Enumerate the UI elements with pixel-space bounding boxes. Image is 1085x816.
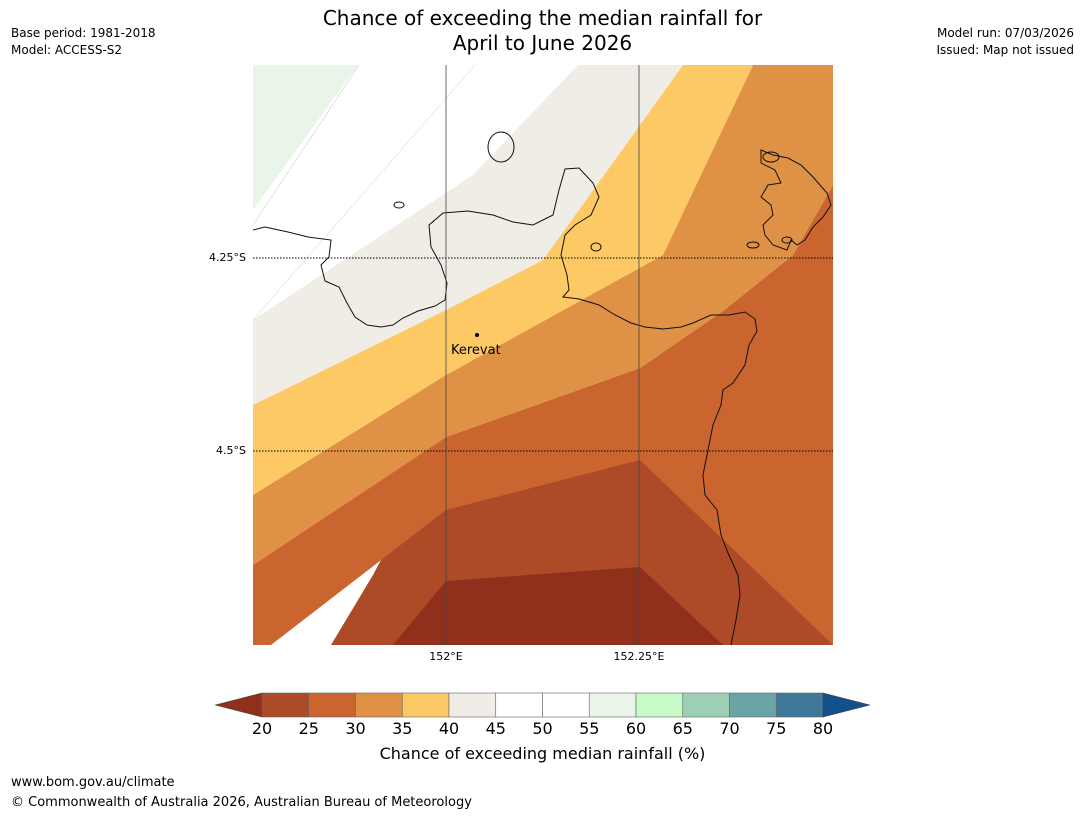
- kerevat-marker: [475, 333, 479, 337]
- map-title-line1: Chance of exceeding the median rainfall …: [322, 6, 763, 30]
- coastline-islet-4: [746, 241, 760, 249]
- map-title: Chance of exceeding the median rainfall …: [0, 6, 1085, 56]
- colorbar-cell-40-45: [448, 692, 497, 718]
- colorbar-cell-60-65: [635, 692, 684, 718]
- meta-right: Model run: 07/03/2026 Issued: Map not is…: [936, 25, 1074, 59]
- colorbar-tick-75: 75: [766, 719, 787, 738]
- colorbar-over-arrow: [822, 692, 871, 718]
- colorbar-cell-50-55: [542, 692, 590, 718]
- colorbar-cell-65-70: [682, 692, 730, 718]
- contour-faint-2: [253, 65, 476, 321]
- colorbar-tick-55: 55: [579, 719, 600, 738]
- band-35-40: [253, 65, 753, 495]
- map-title-line2: April to June 2026: [452, 31, 633, 55]
- colorbar-tick-60: 60: [625, 719, 647, 738]
- band-55-60: [253, 65, 358, 210]
- band-40-45: [253, 65, 683, 405]
- coastline-gazelle-peninsula: [253, 167, 758, 645]
- lat-label-4-25s: 4.25°S: [209, 251, 246, 264]
- colorbar-tick-45: 45: [485, 719, 506, 738]
- band-25-30: [253, 185, 833, 645]
- issued-text: Issued: Map not issued: [936, 43, 1074, 57]
- colorbar-cell-30-35: [355, 692, 403, 718]
- colorbar-tick-35: 35: [392, 719, 413, 738]
- rainfall-map: [253, 65, 833, 645]
- model-text: Model: ACCESS-S2: [11, 43, 123, 57]
- footer-copyright: © Commonwealth of Australia 2026, Austra…: [11, 795, 472, 810]
- lat-label-4-5s: 4.5°S: [216, 444, 246, 457]
- colorbar-title: Chance of exceeding median rainfall (%): [379, 744, 706, 763]
- footer-url[interactable]: www.bom.gov.au/climate: [11, 775, 175, 790]
- colorbar-tick-40: 40: [438, 719, 460, 738]
- colorbar-cell-70-75: [729, 692, 777, 718]
- base-period-text: Base period: 1981-2018: [11, 26, 156, 40]
- model-run-text: Model run: 07/03/2026: [936, 26, 1074, 40]
- colorbar: [215, 692, 871, 718]
- colorbar-cell-55-60: [588, 692, 637, 718]
- colorbar-tick-25: 25: [298, 719, 319, 738]
- colorbar-tick-30: 30: [345, 719, 366, 738]
- colorbar-cell-25-30: [308, 692, 356, 718]
- colorbar-tick-70: 70: [719, 719, 740, 738]
- coastline-islet-1: [487, 131, 515, 163]
- colorbar-tick-20: 20: [251, 719, 273, 738]
- coastline-islet-2: [393, 201, 405, 209]
- coastline-islet-5: [781, 236, 793, 244]
- lon-label-152-25e: 152.25°E: [613, 650, 665, 663]
- colorbar-cell-20-25: [261, 692, 310, 718]
- coastline-islet-6: [762, 151, 780, 163]
- colorbar-cell-45-50: [495, 692, 543, 718]
- colorbar-tick-80: 80: [812, 719, 834, 738]
- lon-label-152e: 152°E: [429, 650, 463, 663]
- band-below-20: [393, 567, 723, 645]
- place-label-kerevat: Kerevat: [451, 343, 501, 358]
- band-30-35: [253, 65, 833, 565]
- coastline-islet-3: [590, 242, 602, 252]
- colorbar-under-arrow: [215, 692, 263, 718]
- colorbar-tick-65: 65: [672, 719, 693, 738]
- coastline-duke-of-york-islands: [760, 149, 832, 251]
- contour-faint-1: [253, 65, 360, 226]
- colorbar-cell-35-40: [401, 692, 450, 718]
- colorbar-tick-50: 50: [532, 719, 553, 738]
- colorbar-cell-75-80: [775, 692, 824, 718]
- meta-left: Base period: 1981-2018 Model: ACCESS-S2: [11, 25, 156, 59]
